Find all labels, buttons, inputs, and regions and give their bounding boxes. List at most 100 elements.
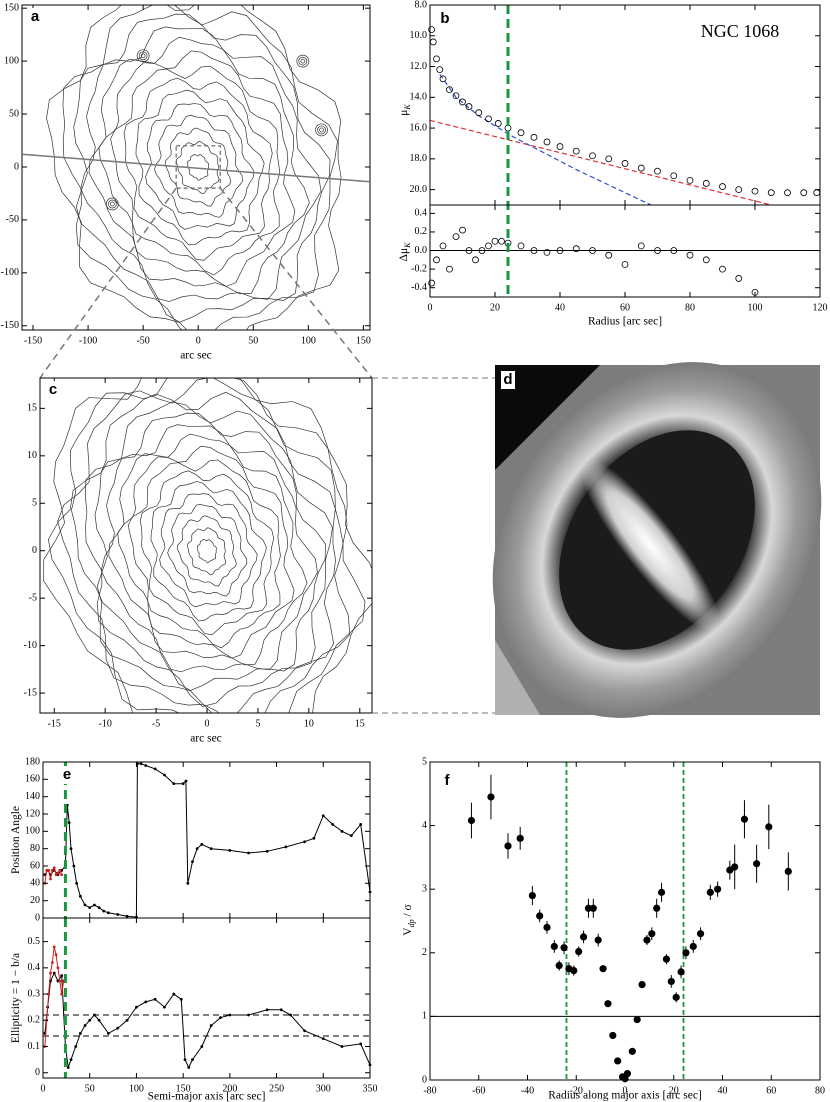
profile-point (321, 814, 325, 818)
y-tick-label: 0 (35, 1067, 40, 1078)
residual-point (686, 251, 694, 259)
data-point (528, 891, 536, 900)
residual-point (439, 242, 447, 250)
y-tick-label: 0.4 (28, 962, 41, 973)
model-line (430, 119, 772, 205)
x-tick-label: 10 (304, 718, 314, 729)
y-axis-label: ΔμK (398, 242, 413, 262)
y-tick-label: 18.0 (410, 153, 428, 164)
profile-point (433, 55, 440, 63)
y-tick-label: 3 (422, 883, 427, 894)
y-axis-label-part: K (403, 104, 412, 111)
residual-point (621, 261, 629, 268)
y-tick-label: 10 (27, 450, 37, 461)
data-point (623, 1070, 632, 1078)
profile-point (60, 873, 64, 877)
residual-point (452, 233, 460, 240)
profile-point (92, 903, 96, 907)
profile-point (163, 1005, 166, 1009)
y-tick-label: 20 (30, 895, 40, 906)
x-tick-label: 0 (196, 335, 201, 346)
profile-point (446, 86, 453, 94)
y-tick-label: 120 (25, 808, 40, 819)
x-tick-label: -10 (99, 718, 112, 729)
star-contour (296, 54, 310, 68)
profile-point (485, 115, 492, 123)
panel-letter: f (445, 772, 451, 789)
profile-point (621, 160, 629, 167)
y-tick-label: 0.0 (415, 245, 428, 256)
profile-point (144, 1000, 148, 1004)
data-point (467, 816, 476, 825)
x-tick-label: -20 (570, 1085, 583, 1096)
star-contour (136, 49, 150, 63)
profile-point (475, 109, 483, 117)
plot-frame (21, 4, 371, 331)
x-axis-label: Radius along major axis [arc sec] (548, 1090, 702, 1102)
y-axis-label-part: Δμ (398, 248, 410, 262)
contour-line (84, 401, 333, 707)
y-axis-label-part: K (403, 242, 412, 249)
profile-line (44, 971, 371, 1069)
profile-point (637, 164, 645, 172)
x-tick-label: 80 (815, 1085, 825, 1096)
profile-point (209, 1024, 213, 1027)
x-tick-label: 100 (301, 335, 316, 346)
profile-point (97, 906, 101, 909)
data-point (543, 923, 551, 931)
profile-point (88, 906, 92, 909)
profile-point (56, 871, 60, 875)
plot-frame (42, 761, 371, 919)
residual-point (556, 247, 564, 254)
profile-point (200, 842, 204, 846)
x-tick-label: 50 (248, 335, 258, 346)
profile-point (439, 75, 447, 83)
residual-point (485, 242, 492, 250)
profile-point (83, 903, 87, 907)
data-point (550, 942, 558, 951)
y-tick-label: 1 (422, 1011, 427, 1022)
data-point (643, 936, 651, 944)
profile-point (78, 1032, 82, 1035)
profile-point (209, 847, 213, 851)
y-tick-label: 80 (30, 843, 40, 854)
panel-letter-box (28, 8, 42, 26)
y-tick-label: 8.0 (415, 0, 428, 10)
residual-point (465, 247, 473, 254)
y-tick-label: 14.0 (410, 92, 428, 103)
residual-point (433, 256, 440, 264)
data-point (731, 863, 739, 871)
contour-line (140, 470, 275, 636)
profile-point (767, 189, 775, 197)
profile-point (92, 1013, 96, 1017)
profile-point (312, 836, 316, 840)
y-tick-label: 100 (25, 826, 40, 837)
residual-point (670, 247, 678, 254)
profile-point (331, 823, 335, 826)
data-point (536, 912, 544, 920)
profile-point (88, 1018, 92, 1022)
panel-letter-box (60, 766, 74, 784)
profile-point (195, 847, 199, 851)
x-tick-label: -100 (79, 335, 97, 346)
residual-point (478, 247, 486, 254)
x-tick-label: 5 (255, 718, 260, 729)
data-point (594, 936, 602, 944)
profile-point (265, 1008, 269, 1012)
y-tick-label: 5 (422, 756, 427, 767)
star-contour (315, 123, 328, 137)
x-tick-label: -150 (24, 335, 42, 346)
x-tick-label: 0 (205, 718, 210, 729)
panel-letter: d (503, 371, 512, 388)
x-tick-label: 200 (222, 1083, 237, 1094)
x-tick-label: -50 (136, 335, 149, 346)
data-point (638, 981, 646, 989)
profile-point (172, 992, 176, 996)
profile-point (428, 26, 436, 34)
image-bar (579, 456, 721, 634)
profile-point (153, 767, 157, 771)
contour-line (175, 141, 220, 195)
x-axis-label: arc sec (180, 350, 212, 362)
contour-line (123, 77, 273, 261)
residual-point (459, 226, 466, 234)
